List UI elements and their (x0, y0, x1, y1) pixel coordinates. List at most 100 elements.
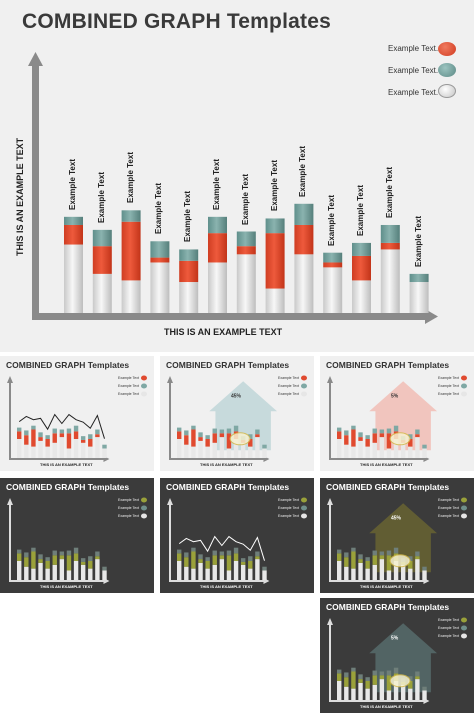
bar-red-segment (323, 262, 343, 268)
thumbnail-legend-swatch (141, 497, 147, 503)
highlight-shape (369, 503, 438, 573)
thumbnail-bar-segment (24, 566, 29, 580)
thumbnail-bar-segment (422, 566, 427, 571)
thumbnail-bar-segment (191, 568, 196, 580)
thumbnail-bar-segment (88, 439, 93, 447)
thumbnail-bar-segment (38, 437, 43, 441)
thumbnail-legend-label: Example Text (438, 626, 459, 630)
thumbnail-bar-segment (17, 553, 22, 561)
thumbnail-bar-segment (365, 561, 370, 569)
thumbnail-legend-label: Example Text (118, 392, 139, 396)
bar-label: Example Text (327, 194, 337, 246)
bar-teal-segment (380, 224, 400, 243)
thumbnail-bar-segment (45, 446, 50, 458)
thumbnail-title: COMBINED GRAPH Templates (6, 482, 130, 492)
template-thumbnail[interactable]: COMBINED GRAPH Templates 5% Example Text Ex… (320, 598, 474, 713)
bar-label: Example Text (384, 166, 394, 218)
thumbnail-bar-segment (38, 562, 43, 580)
thumbnail-bar-segment (358, 682, 363, 700)
thumbnail-bar-segment (212, 550, 217, 556)
thumbnail-bar-segment (226, 433, 232, 449)
callout-percentage: 45% (231, 393, 242, 399)
thumbnail-bar-segment (177, 549, 182, 554)
bar-teal-segment (150, 241, 170, 258)
thumbnail-bar-segment (255, 437, 260, 458)
thumbnail-legend-label: Example Text (438, 634, 459, 638)
thumbnail-bar-segment (358, 440, 363, 458)
thumbnail-bar-segment (337, 439, 342, 458)
thumbnail-bar-segment (337, 561, 342, 580)
thumbnail-bar-segment (177, 431, 182, 439)
template-thumbnail[interactable]: COMBINED GRAPH Templates Example Text Exam… (0, 478, 154, 593)
bar-label: Example Text (413, 215, 423, 267)
thumbnail-bar-segment (393, 667, 399, 674)
legend-item-3: Example Text. (388, 88, 438, 97)
thumbnail-bar-segment (233, 425, 239, 432)
thumbnail-bar-segment (95, 434, 100, 438)
bar-label: Example Text (269, 160, 279, 212)
thumbnail-bar-segment (415, 429, 420, 435)
thumbnail-bar-segment (95, 429, 100, 435)
thumbnail-bar-segment (102, 448, 107, 458)
thumbnail-bar-segment (344, 557, 349, 567)
thumbnail-bar-segment (52, 442, 57, 458)
thumbnail-bar-segment (95, 437, 100, 458)
thumbnail-bar-segment (73, 561, 79, 580)
template-thumbnail[interactable]: COMBINED GRAPH Templates 5% Example Text Ex… (320, 356, 474, 471)
thumbnail-bar-segment (379, 671, 385, 676)
thumbnail-bar-segment (31, 568, 36, 580)
thumbnail-bar-segment (344, 677, 349, 687)
thumbnail-bar-segment (52, 433, 57, 443)
thumbnail-legend-swatch (301, 505, 307, 511)
template-thumbnail[interactable]: COMBINED GRAPH Templates 45% Example Text E… (320, 478, 474, 593)
thumbnail-bar-segment (191, 547, 196, 552)
thumbnail-bar-segment (351, 568, 356, 580)
template-thumbnail[interactable]: COMBINED GRAPH Templates Example Text Exam… (0, 356, 154, 471)
main-slide[interactable]: COMBINED GRAPH Templates Example Text. E… (0, 0, 474, 352)
thumbnail-bar-segment (31, 551, 36, 569)
thumbnail-bar-segment (219, 551, 225, 556)
thumbnail-bar-segment (386, 670, 392, 676)
bar-label: Example Text (96, 171, 106, 223)
thumbnail-bar-segment (102, 444, 107, 449)
thumbnail-bar-segment (24, 557, 29, 567)
thumbnail-bar-segment (66, 570, 72, 580)
thumbnail-bar-segment (240, 561, 246, 565)
thumbnail-bar-segment (31, 547, 36, 552)
bar-gray-segment (409, 282, 429, 313)
thumbnail-bar-segment (393, 425, 399, 432)
thumbnail-bar-segment (184, 557, 189, 567)
thumbnail-bar-segment (408, 688, 413, 700)
x-axis-label: THIS IS AN EXAMPLE TEXT (164, 327, 283, 337)
thumbnail-legend-swatch (461, 505, 467, 511)
thumbnail-bar-segment (233, 553, 239, 561)
thumbnail-bar-segment (365, 681, 370, 689)
thumbnail-bar-segment (351, 688, 356, 700)
thumbnail-bar-segment (379, 433, 385, 438)
template-thumbnail[interactable]: COMBINED GRAPH Templates 45% Example Text E… (160, 356, 314, 471)
thumbnail-bar-segment (379, 437, 385, 458)
bar-gray-segment (323, 267, 343, 313)
bar-teal-segment (179, 249, 199, 261)
thumbnail-bar-segment (337, 427, 342, 432)
thumbnail-bar-segment (408, 681, 413, 689)
thumbnail-bar-segment (24, 430, 29, 436)
thumbnail-bar-segment (393, 439, 399, 458)
thumbnail-bar-segment (45, 435, 50, 439)
bar-label: Example Text (125, 152, 135, 204)
thumbnail-bar-segment (415, 679, 420, 700)
thumbnail-bar-segment (66, 448, 72, 458)
thumbnail-bar-segment (351, 425, 356, 430)
callout-ellipse (389, 674, 411, 688)
highlight-shape (369, 381, 438, 451)
bar-gray-segment (380, 249, 400, 313)
thumbnail-bar-segment (400, 442, 406, 458)
bar-teal-segment (294, 203, 314, 225)
thumbnail-bar-segment (344, 435, 349, 445)
thumbnail-bar-segment (45, 439, 50, 447)
template-thumbnail[interactable]: COMBINED GRAPH Templates Example Text Exam… (160, 478, 314, 593)
bar-teal-segment (208, 216, 227, 234)
thumbnail-bar-segment (351, 667, 356, 672)
thumbnail-legend-swatch (461, 383, 467, 389)
thumbnail-bar-segment (205, 568, 210, 580)
